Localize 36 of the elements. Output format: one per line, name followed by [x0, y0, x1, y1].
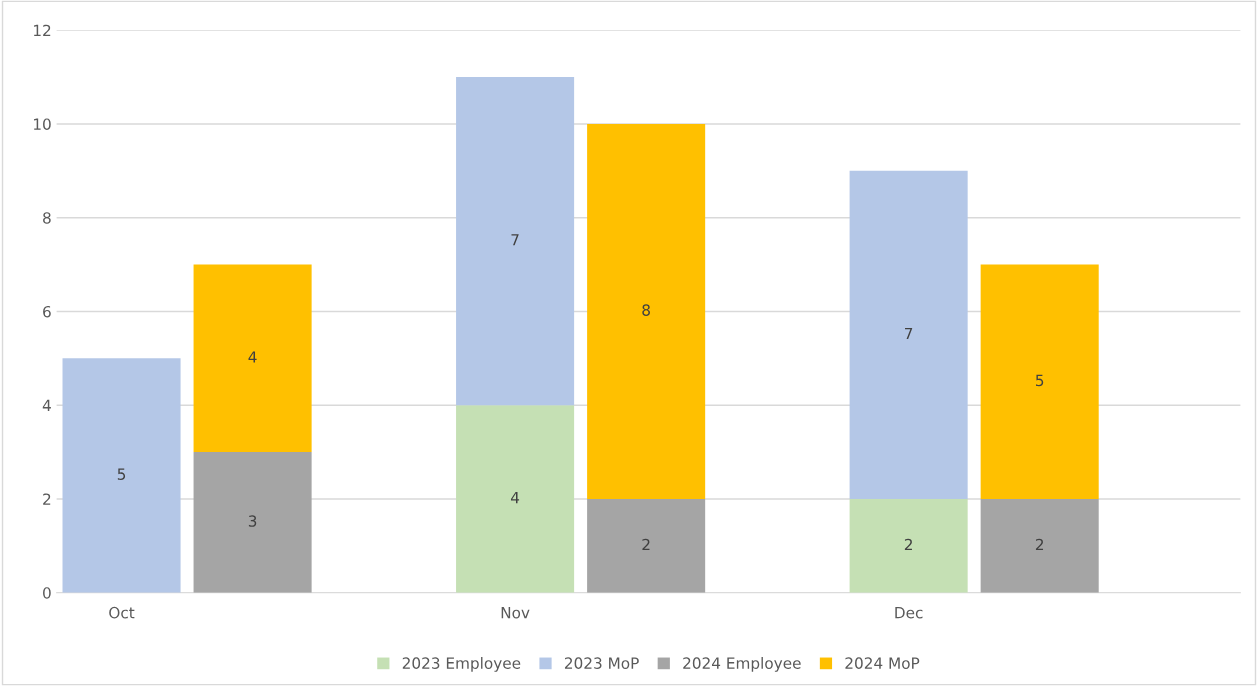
bar	[849, 498, 968, 593]
x-tick-label: Oct	[109, 606, 135, 619]
x-tick-label: Dec	[895, 607, 923, 619]
bar	[980, 498, 1099, 593]
bar	[587, 123, 706, 499]
data-label: 5	[1036, 374, 1044, 387]
y-tick-label: 10	[33, 118, 51, 130]
data-label: 7	[511, 234, 519, 246]
x-tick-label: Nov	[501, 607, 530, 619]
data-label: 5	[117, 468, 126, 480]
y-tick-label: 12	[33, 24, 51, 36]
data-label: 7	[905, 327, 913, 340]
y-tick-label: 0	[43, 587, 51, 599]
legend-label: 2024 MoP	[845, 657, 920, 669]
bar	[193, 264, 312, 453]
bar	[849, 170, 968, 499]
data-label: 2	[642, 538, 650, 551]
bar	[980, 264, 1099, 499]
bar	[193, 452, 312, 593]
bar	[456, 405, 575, 593]
data-label: 4	[248, 351, 257, 363]
data-label: 8	[642, 304, 650, 316]
data-label: 3	[248, 515, 257, 527]
data-label: 4	[510, 492, 520, 504]
legend-label: 2023 Employee	[402, 657, 521, 672]
bar	[62, 358, 181, 593]
y-tick-label: 6	[43, 305, 51, 318]
data-label: 2	[904, 538, 912, 551]
y-tick-label: 4	[42, 399, 51, 411]
bar	[456, 77, 575, 406]
y-tick-label: 8	[43, 212, 51, 224]
y-tick-label: 2	[43, 493, 51, 505]
data-label: 2	[1035, 538, 1044, 551]
legend-label: 2024 Employee	[683, 657, 801, 672]
legend-label: 2023 MoP	[564, 657, 639, 669]
bar	[587, 498, 706, 593]
